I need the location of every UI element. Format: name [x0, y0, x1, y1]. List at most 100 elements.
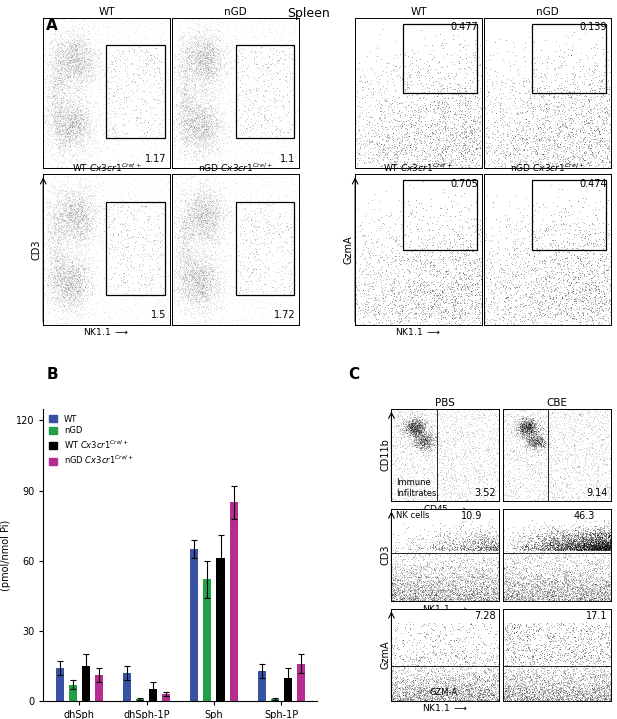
- Point: [581, 539, 590, 550]
- Point: [388, 112, 398, 124]
- Point: [397, 439, 407, 450]
- Point: [222, 68, 231, 79]
- Point: [586, 539, 595, 550]
- Point: [184, 22, 194, 33]
- Point: [410, 418, 420, 429]
- Point: [412, 420, 422, 431]
- Point: [534, 646, 544, 658]
- Point: [198, 279, 208, 290]
- Point: [196, 255, 205, 267]
- Point: [413, 431, 423, 442]
- Point: [493, 134, 503, 145]
- Point: [71, 305, 81, 316]
- Point: [414, 426, 424, 437]
- Point: [527, 539, 537, 550]
- Point: [178, 52, 188, 64]
- Point: [54, 71, 64, 83]
- Point: [595, 541, 605, 552]
- Point: [50, 79, 60, 91]
- Point: [450, 580, 460, 591]
- Point: [551, 491, 561, 503]
- Point: [450, 544, 460, 555]
- Point: [410, 421, 420, 432]
- Point: [193, 58, 203, 70]
- Point: [560, 535, 569, 546]
- Point: [402, 651, 412, 662]
- Point: [503, 422, 513, 434]
- Point: [550, 459, 560, 470]
- Point: [521, 418, 531, 430]
- Point: [65, 46, 75, 58]
- Point: [536, 582, 545, 594]
- Point: [201, 221, 211, 233]
- Point: [409, 421, 419, 433]
- Point: [142, 58, 152, 70]
- Point: [152, 260, 162, 272]
- Point: [414, 574, 424, 585]
- Point: [512, 418, 522, 430]
- Point: [70, 113, 80, 124]
- Point: [524, 676, 534, 687]
- Point: [390, 148, 400, 160]
- Point: [544, 290, 554, 301]
- Point: [416, 424, 426, 436]
- Point: [178, 270, 188, 282]
- Point: [454, 571, 464, 582]
- Point: [567, 572, 577, 583]
- Point: [460, 130, 470, 142]
- Point: [581, 573, 591, 585]
- Point: [602, 641, 611, 653]
- Point: [408, 426, 418, 437]
- Point: [455, 541, 465, 553]
- Point: [539, 661, 549, 673]
- Point: [200, 60, 210, 72]
- Point: [284, 247, 294, 259]
- Point: [238, 43, 248, 55]
- Point: [199, 106, 209, 117]
- Point: [569, 587, 579, 598]
- Point: [176, 242, 186, 254]
- Point: [196, 270, 205, 281]
- Point: [413, 145, 423, 157]
- Point: [395, 291, 405, 303]
- Point: [63, 47, 73, 59]
- Point: [430, 553, 440, 564]
- Point: [443, 297, 453, 308]
- Point: [202, 203, 212, 215]
- Point: [373, 253, 383, 265]
- Point: [534, 653, 544, 664]
- Point: [395, 122, 405, 133]
- Point: [252, 296, 262, 307]
- Point: [515, 665, 524, 677]
- Point: [72, 52, 81, 63]
- Point: [73, 184, 83, 196]
- Point: [253, 275, 263, 287]
- Point: [603, 587, 613, 598]
- Point: [547, 589, 557, 600]
- Point: [46, 280, 56, 292]
- Point: [447, 592, 457, 603]
- Point: [602, 453, 611, 464]
- Point: [454, 591, 464, 603]
- Point: [422, 667, 432, 679]
- Point: [294, 117, 304, 129]
- Point: [542, 417, 552, 429]
- Point: [218, 157, 228, 169]
- Point: [521, 638, 531, 650]
- Point: [189, 229, 199, 240]
- Point: [594, 541, 603, 553]
- Point: [410, 681, 420, 692]
- Point: [190, 291, 200, 303]
- Point: [191, 182, 201, 193]
- Point: [141, 285, 151, 296]
- Point: [450, 582, 460, 594]
- Point: [406, 422, 416, 434]
- Point: [180, 226, 189, 238]
- Point: [205, 221, 215, 232]
- Point: [598, 468, 608, 480]
- Point: [584, 594, 594, 605]
- Point: [189, 289, 199, 301]
- Point: [390, 682, 400, 693]
- Point: [288, 215, 298, 226]
- Point: [61, 34, 71, 45]
